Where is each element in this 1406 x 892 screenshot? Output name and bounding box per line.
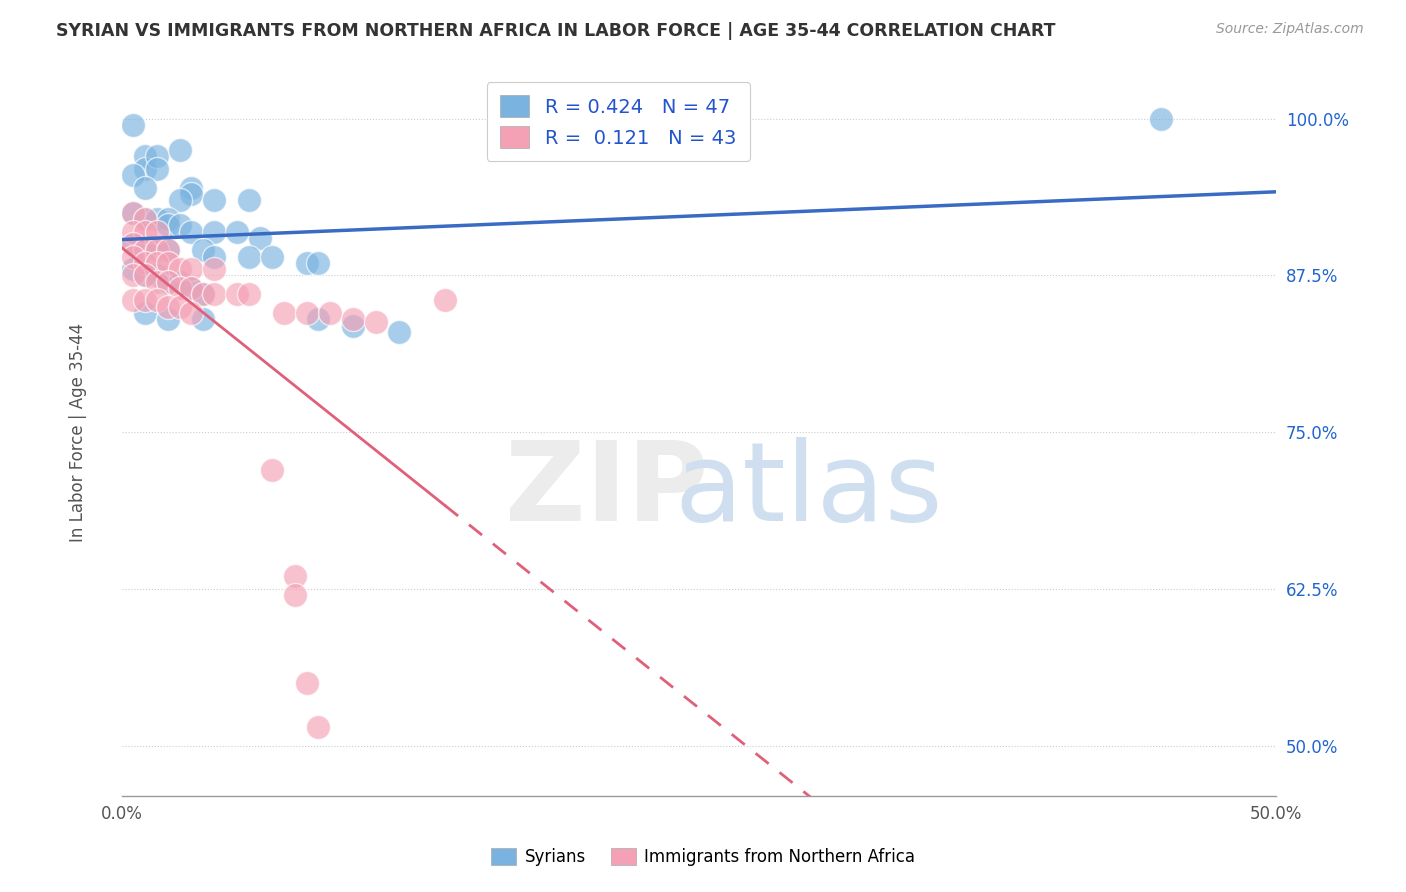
Point [342,318,364,333]
Point [145,244,167,258]
Point [307,720,329,734]
Point [191,312,214,326]
Point [122,237,145,252]
Point [226,225,249,239]
Legend: Syrians, Immigrants from Northern Africa: Syrians, Immigrants from Northern Africa [482,840,924,875]
Point [180,225,202,239]
Point [122,118,145,132]
Point [145,268,167,283]
Point [342,312,364,326]
Point [169,281,191,295]
Point [145,275,167,289]
Point [122,262,145,277]
Point [122,205,145,219]
Point [226,287,249,301]
Point [122,205,145,219]
Point [157,244,180,258]
Point [134,149,156,163]
Point [122,293,145,308]
Point [169,262,191,277]
Point [157,312,180,326]
Point [145,256,167,270]
Point [169,300,191,314]
Point [249,231,271,245]
Point [434,293,457,308]
Point [284,588,307,602]
Point [134,293,156,308]
Point [238,250,260,264]
Point [202,262,225,277]
Point [157,256,180,270]
Point [145,225,167,239]
Point [180,180,202,194]
Point [307,256,329,270]
Point [157,275,180,289]
Point [169,219,191,233]
Point [157,219,180,233]
Point [122,225,145,239]
Point [180,306,202,320]
Point [157,211,180,226]
Point [134,244,156,258]
Point [145,211,167,226]
Point [191,244,214,258]
Point [169,143,191,157]
Point [180,281,202,295]
Point [238,193,260,207]
Point [134,268,156,283]
Point [388,325,411,339]
Point [260,250,283,264]
Point [169,275,191,289]
Point [260,463,283,477]
Point [145,244,167,258]
Point [318,306,340,320]
Point [364,315,387,329]
Point [273,306,295,320]
Point [145,161,167,176]
Point [134,306,156,320]
Point [180,281,202,295]
Point [307,312,329,326]
Point [122,250,145,264]
Point [202,250,225,264]
Point [134,211,156,226]
Point [134,244,156,258]
Point [134,161,156,176]
Point [157,244,180,258]
Text: atlas: atlas [675,437,943,544]
Point [295,306,318,320]
Point [145,293,167,308]
Point [169,193,191,207]
Point [191,287,214,301]
Point [122,237,145,252]
Point [134,225,156,239]
Y-axis label: In Labor Force | Age 35-44: In Labor Force | Age 35-44 [69,323,87,541]
Point [134,268,156,283]
Point [134,211,156,226]
Point [180,262,202,277]
Point [295,676,318,690]
Text: SYRIAN VS IMMIGRANTS FROM NORTHERN AFRICA IN LABOR FORCE | AGE 35-44 CORRELATION: SYRIAN VS IMMIGRANTS FROM NORTHERN AFRIC… [56,22,1056,40]
Point [122,168,145,182]
Point [295,256,318,270]
Point [145,149,167,163]
Point [202,287,225,301]
Legend: R = 0.424   N = 47, R =  0.121   N = 43: R = 0.424 N = 47, R = 0.121 N = 43 [486,82,749,161]
Point [134,180,156,194]
Point [191,287,214,301]
Point [157,300,180,314]
Point [202,193,225,207]
Point [157,275,180,289]
Point [1150,112,1173,126]
Point [238,287,260,301]
Point [134,256,156,270]
Point [284,569,307,583]
Text: ZIP: ZIP [505,437,709,544]
Point [202,225,225,239]
Text: Source: ZipAtlas.com: Source: ZipAtlas.com [1216,22,1364,37]
Point [122,268,145,283]
Point [180,186,202,201]
